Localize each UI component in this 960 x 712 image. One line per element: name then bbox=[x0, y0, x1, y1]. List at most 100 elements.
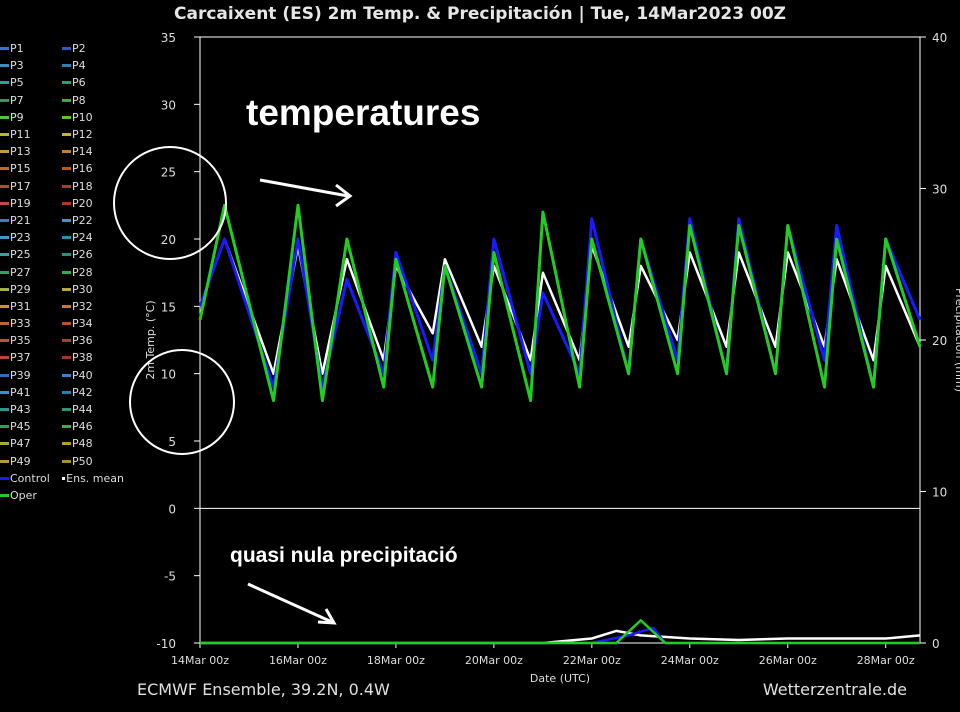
legend-label: P4 bbox=[72, 59, 86, 73]
legend-swatch bbox=[62, 167, 71, 171]
legend-label: P29 bbox=[10, 282, 31, 296]
annotation-arrowhead-temperatures bbox=[335, 183, 353, 208]
legend-item: P11 bbox=[0, 126, 62, 143]
legend-row: P11 P12 bbox=[0, 126, 160, 143]
legend-swatch bbox=[62, 339, 71, 343]
annotation-precipitation: quasi nula precipitació bbox=[230, 544, 458, 567]
legend-swatch bbox=[0, 373, 9, 377]
legend-item: P3 bbox=[0, 57, 62, 74]
legend-swatch bbox=[0, 476, 9, 480]
legend-item: P34 bbox=[62, 315, 124, 332]
legend-label: P10 bbox=[72, 110, 93, 124]
legend-row: P45 P46 bbox=[0, 418, 160, 435]
legend-row: P23 P24 bbox=[0, 229, 160, 246]
y-tick-label: 30 bbox=[161, 98, 176, 112]
x-tick-label: 18Mar 00z bbox=[367, 654, 425, 667]
y-tick-label: -10 bbox=[156, 637, 176, 651]
y2-axis-label: Precipitación (mm) bbox=[953, 288, 960, 392]
legend-label: Oper bbox=[10, 488, 37, 502]
legend-label: P48 bbox=[72, 437, 93, 451]
legend-label: P43 bbox=[10, 403, 31, 417]
legend-label: P42 bbox=[72, 385, 93, 399]
legend-label: P49 bbox=[10, 454, 31, 468]
footer-source: ECMWF Ensemble, 39.2N, 0.4W bbox=[137, 680, 390, 699]
legend-swatch bbox=[62, 287, 71, 291]
legend-label: P37 bbox=[10, 351, 31, 365]
legend-swatch bbox=[0, 218, 9, 222]
legend-swatch bbox=[62, 133, 71, 137]
legend-row: P47 P48 bbox=[0, 435, 160, 452]
legend-item: P25 bbox=[0, 246, 62, 263]
legend-swatch bbox=[62, 270, 71, 274]
legend-item: P39 bbox=[0, 367, 62, 384]
legend-label: P2 bbox=[72, 42, 86, 56]
legend-label: P39 bbox=[10, 368, 31, 382]
legend-row: P35 P36 bbox=[0, 332, 160, 349]
legend-item: P42 bbox=[62, 384, 124, 401]
legend-item: P16 bbox=[62, 160, 124, 177]
legend-label: P9 bbox=[10, 110, 24, 124]
chart-title: Carcaixent (ES) 2m Temp. & Precipitación… bbox=[174, 4, 786, 24]
legend-item: P33 bbox=[0, 315, 62, 332]
legend-label: P26 bbox=[72, 248, 93, 262]
legend-item: P23 bbox=[0, 229, 62, 246]
legend-row: P31 P32 bbox=[0, 298, 160, 315]
legend-item: P50 bbox=[62, 453, 124, 470]
y-tick-label: 20 bbox=[161, 233, 176, 247]
legend-item: P43 bbox=[0, 401, 62, 418]
legend-row: P33 P34 bbox=[0, 315, 160, 332]
legend-item: P26 bbox=[62, 246, 124, 263]
legend-swatch bbox=[62, 184, 71, 188]
legend-item: P22 bbox=[62, 212, 124, 229]
legend-swatch bbox=[62, 81, 71, 85]
x-tick-label: 20Mar 00z bbox=[465, 654, 523, 667]
highlight-circle-high bbox=[113, 146, 227, 260]
legend-item: P12 bbox=[62, 126, 124, 143]
y2-tick-label: 20 bbox=[932, 334, 947, 348]
legend-label: P15 bbox=[10, 162, 31, 176]
legend-row: P43 P44 bbox=[0, 401, 160, 418]
x-tick-label: 26Mar 00z bbox=[759, 654, 817, 667]
legend-label: P12 bbox=[72, 128, 93, 142]
y-tick-label: -5 bbox=[164, 570, 176, 584]
legend-item: P8 bbox=[62, 92, 124, 109]
legend-label: P20 bbox=[72, 196, 93, 210]
legend-item: P28 bbox=[62, 263, 124, 280]
legend-label: P41 bbox=[10, 385, 31, 399]
legend-swatch bbox=[0, 270, 9, 274]
legend-swatch bbox=[62, 47, 71, 51]
legend-item: P37 bbox=[0, 349, 62, 366]
legend-label: Control bbox=[10, 471, 50, 485]
legend-swatch bbox=[0, 184, 9, 188]
y-tick-label: 25 bbox=[161, 166, 176, 180]
x-tick-label: 24Mar 00z bbox=[661, 654, 719, 667]
legend-swatch bbox=[0, 64, 9, 68]
legend-swatch bbox=[0, 47, 9, 51]
legend-item: Ens. mean bbox=[62, 470, 124, 487]
x-tick-label: 16Mar 00z bbox=[269, 654, 327, 667]
legend-item: P46 bbox=[62, 418, 124, 435]
legend-swatch bbox=[0, 115, 9, 119]
legend-swatch bbox=[0, 236, 9, 240]
legend-row: P25 P26 bbox=[0, 246, 160, 263]
legend-label: P35 bbox=[10, 334, 31, 348]
legend-item: P10 bbox=[62, 109, 124, 126]
legend-swatch bbox=[0, 167, 9, 171]
legend-row: P41 P42 bbox=[0, 384, 160, 401]
precip-series-line bbox=[200, 619, 920, 645]
legend-label: P6 bbox=[72, 76, 86, 90]
legend-item: P15 bbox=[0, 160, 62, 177]
legend-item: P47 bbox=[0, 435, 62, 452]
x-tick-label: 22Mar 00z bbox=[563, 654, 621, 667]
legend-label: P23 bbox=[10, 231, 31, 245]
legend-swatch bbox=[0, 322, 9, 326]
legend-row: P27 P28 bbox=[0, 263, 160, 280]
precip-series-line bbox=[200, 629, 921, 645]
legend-swatch bbox=[62, 218, 71, 222]
y-tick-label: 35 bbox=[161, 31, 176, 45]
legend-swatch bbox=[62, 425, 71, 429]
legend-swatch bbox=[0, 459, 9, 463]
legend-label: P25 bbox=[10, 248, 31, 262]
legend-label: P5 bbox=[10, 76, 24, 90]
legend-swatch bbox=[0, 408, 9, 412]
